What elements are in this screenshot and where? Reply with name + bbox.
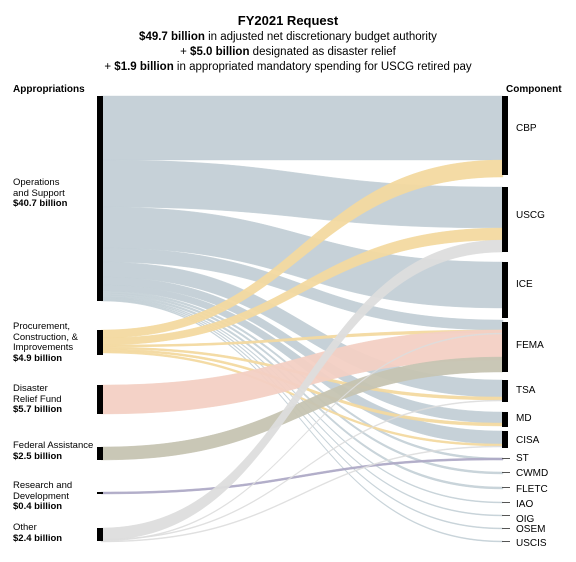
label-amount: $5.7 billion [13, 404, 63, 415]
node-bar-cisa [502, 431, 508, 448]
node-bar-other [97, 528, 103, 541]
node-bar-fletc [502, 487, 510, 488]
node-bars [97, 96, 510, 542]
component-fletc: FLETC [516, 484, 548, 495]
component-cwmd: CWMD [516, 468, 549, 479]
subtitle-2-amount: $5.0 billion [190, 46, 250, 58]
label-name: Other [13, 522, 37, 533]
node-bar-fema [502, 322, 508, 372]
label-name: Procurement, Construction, & Improvement… [13, 321, 78, 353]
node-bar-pci [97, 330, 103, 355]
component-cbp: CBP [516, 123, 537, 134]
component-tsa: TSA [516, 385, 536, 396]
appropriations-heading: Appropriations [13, 84, 85, 95]
subtitle-line-1: $49.7 billion in adjusted net discretion… [0, 31, 576, 43]
label-amount: $2.4 billion [13, 532, 63, 544]
chart-title: FY2021 Request [237, 13, 339, 28]
flow-band-ops [100, 95, 504, 161]
label-procurement: Procurement, Construction, & Improvement… [13, 321, 78, 364]
component-ice: ICE [516, 279, 533, 290]
node-bar-fa [97, 447, 103, 460]
flow-band-pci [100, 159, 504, 339]
component-heading: Component [506, 84, 562, 95]
subtitle-2-text: designated as disaster relief [249, 46, 396, 58]
subtitle-3-text: in appropriated mandatory spending for U… [173, 61, 472, 73]
node-bar-osem [502, 528, 510, 529]
node-bar-md [502, 412, 508, 427]
subtitle-1-text: in adjusted net discretionary budget aut… [204, 31, 437, 43]
component-uscis: USCIS [516, 538, 547, 549]
node-bar-uscg [502, 187, 508, 252]
node-bar-drf [97, 385, 103, 414]
component-cisa: CISA [516, 435, 540, 446]
component-fema: FEMA [516, 340, 544, 351]
label-name: Research and Development [13, 480, 73, 502]
node-bar-ice [502, 262, 508, 318]
node-bar-oig [502, 515, 510, 516]
component-uscg: USCG [516, 210, 545, 221]
label-name: Disaster Relief Fund [13, 383, 62, 405]
node-bar-iao [502, 502, 510, 503]
label-amount: $2.5 billion [13, 450, 63, 462]
subtitle-3-amount: $1.9 billion [114, 61, 174, 73]
component-md: MD [516, 413, 532, 424]
node-bar-ops [97, 96, 103, 301]
node-bar-uscis [502, 541, 510, 542]
label-federal-assistance: Federal Assistance $2.5 billion [13, 440, 94, 462]
component-osem: OSEM [516, 524, 546, 535]
label-amount: $4.9 billion [13, 352, 63, 364]
node-bar-cbp [502, 96, 508, 175]
node-bar-st [502, 458, 510, 459]
label-disaster-relief-fund: Disaster Relief Fund $5.7 billion [13, 383, 63, 416]
component-iao: IAO [516, 499, 534, 510]
flow-bands [100, 95, 504, 543]
label-amount: $40.7 billion [13, 198, 68, 209]
label-research-development: Research and Development $0.4 billion [13, 480, 73, 513]
subtitle-line-3: + $1.9 billion in appropriated mandatory… [0, 61, 576, 73]
node-bar-rd [97, 492, 103, 494]
node-bar-tsa [502, 380, 508, 402]
subtitle-1-amount: $49.7 billion [139, 31, 205, 43]
component-st: ST [516, 453, 529, 464]
flow-band-rd [100, 457, 504, 495]
node-bar-cwmd [502, 472, 510, 473]
subtitle-2-prefix: + [180, 46, 191, 58]
component-oig: OIG [516, 514, 535, 525]
subtitle-3-prefix: + [104, 61, 115, 73]
label-name: Federal Assistance [13, 440, 94, 451]
label-operations-support: Operations and Support $40.7 billion [13, 177, 68, 210]
subtitle-line-2: + $5.0 billion designated as disaster re… [0, 46, 576, 58]
label-amount: $0.4 billion [13, 501, 63, 512]
label-other: Other $2.4 billion [13, 522, 63, 544]
label-name: Operations and Support [13, 177, 65, 199]
